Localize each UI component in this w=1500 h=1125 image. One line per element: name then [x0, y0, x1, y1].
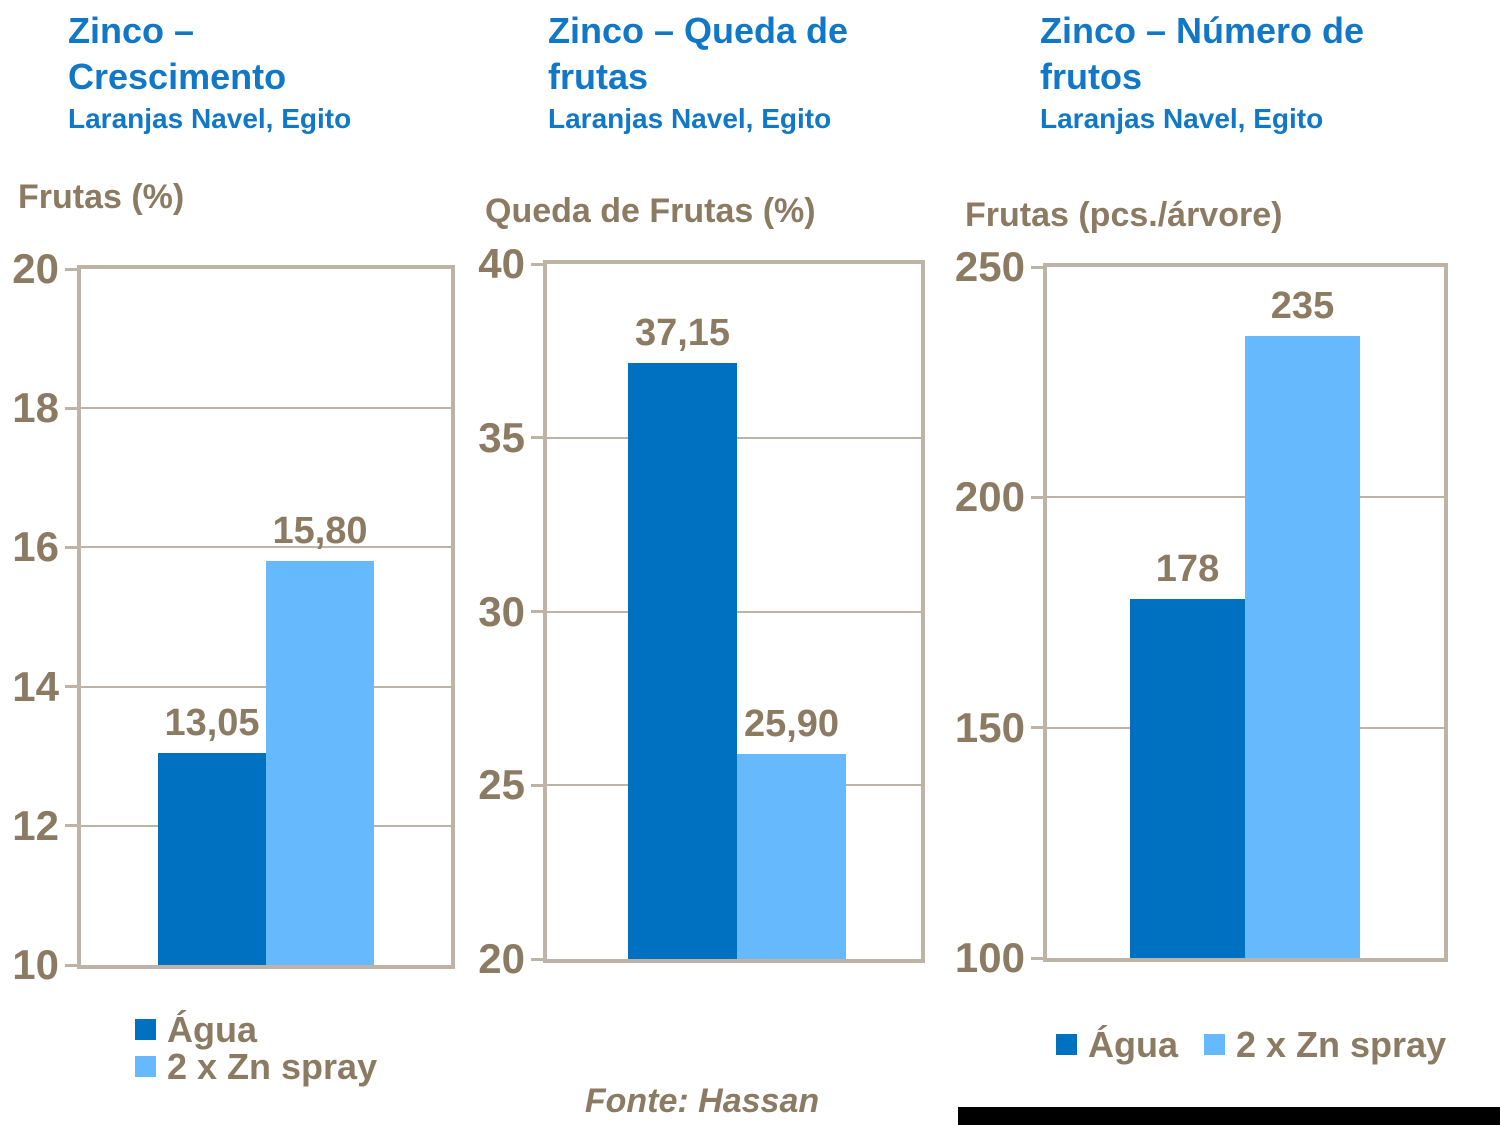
chart-subtitle: Laranjas Navel, Egito [1040, 103, 1324, 134]
y-tick-label: 150 [954, 703, 1025, 751]
plot-area: 20 18 16 14 12 10 13,05 15,80 [12, 248, 455, 986]
legend-label-agua: Água [167, 1009, 257, 1050]
legend-label-zn-spray: 2 x Zn spray [167, 1046, 378, 1087]
y-axis-tick [531, 262, 543, 266]
bar-value-label: 13,05 [164, 701, 260, 744]
gridline [1047, 496, 1444, 499]
legend-label-agua: Água [1088, 1024, 1178, 1065]
y-axis-tick [65, 545, 77, 549]
bar-agua [158, 752, 266, 965]
bar-value-label: 178 [1155, 547, 1220, 590]
y-axis-tick [65, 406, 77, 410]
y-tick-label: 20 [478, 935, 525, 982]
legend: Água 2 x Zn spray [1056, 1026, 1446, 1063]
bar-value-label: 235 [1270, 285, 1335, 328]
y-axis-tick [531, 436, 543, 440]
bar-value-label: 25,90 [743, 702, 840, 745]
y-tick-label: 30 [478, 587, 525, 635]
bar-zn-spray [737, 753, 846, 959]
legend-item-zn-spray: 2 x Zn spray [135, 1048, 377, 1085]
legend-swatch-agua [135, 1019, 156, 1040]
y-axis-tick [65, 267, 77, 271]
bar-zn-spray [1245, 336, 1360, 958]
y-axis-label: Frutas (%) [18, 178, 185, 216]
y-axis-tick [531, 783, 543, 787]
legend-swatch-zn-spray [1204, 1034, 1225, 1055]
y-axis-tick [1031, 265, 1043, 269]
y-axis-tick [65, 685, 77, 689]
y-tick-label: 250 [954, 243, 1025, 290]
gridline [81, 407, 451, 410]
source-note: Fonte: Hassan [584, 1082, 820, 1120]
legend-item-agua: Água [1056, 1026, 1178, 1063]
y-axis-label: Frutas (pcs./árvore) [965, 196, 1283, 234]
legend: Água 2 x Zn spray [135, 1011, 377, 1085]
gridline [81, 685, 451, 688]
gridline [81, 546, 451, 549]
y-tick-label: 12 [12, 801, 59, 849]
legend-swatch-agua [1056, 1034, 1077, 1055]
y-axis-tick [1031, 956, 1043, 960]
y-tick-label: 10 [12, 941, 59, 988]
y-tick-label: 25 [478, 761, 525, 809]
legend-label-zn-spray: 2 x Zn spray [1236, 1024, 1447, 1065]
gridline [1047, 726, 1444, 729]
bar-zn-spray [266, 561, 374, 965]
y-tick-label: 35 [478, 413, 525, 461]
y-tick-label: 14 [12, 662, 59, 710]
gridline [547, 436, 921, 439]
chart-subtitle: Laranjas Navel, Egito [548, 103, 832, 134]
y-tick-label: 20 [12, 245, 59, 292]
y-axis-label: Queda de Frutas (%) [485, 192, 816, 230]
bar-agua [1130, 598, 1245, 958]
chart-subtitle: Laranjas Navel, Egito [68, 103, 352, 134]
chart-title: Zinco – Crescimento [68, 10, 287, 97]
y-tick-label: 16 [12, 523, 59, 571]
legend-item-agua: Água [135, 1011, 377, 1048]
y-tick-label: 100 [954, 934, 1025, 981]
chart-title: Zinco – Queda de frutas [548, 10, 849, 97]
y-tick-label: 40 [478, 240, 525, 287]
y-tick-label: 200 [954, 473, 1025, 521]
chart-title: Zinco – Número de frutos [1040, 10, 1365, 97]
plot-area: 250 200 150 100 178 235 [955, 246, 1448, 979]
y-tick-label: 18 [12, 384, 59, 432]
y-axis-tick [531, 610, 543, 613]
y-axis-tick [531, 957, 543, 961]
y-axis-tick [1031, 495, 1043, 499]
y-axis-tick [65, 824, 77, 828]
plot-area: 40 35 30 25 20 37,15 25,90 [478, 243, 925, 980]
bar-agua [628, 363, 737, 959]
gridline [81, 824, 451, 827]
y-axis-tick [1031, 726, 1043, 730]
bar-value-label: 15,80 [272, 510, 368, 553]
gridline [547, 784, 921, 787]
bar-value-label: 37,15 [634, 312, 731, 355]
legend-item-zn-spray: 2 x Zn spray [1204, 1026, 1446, 1063]
bottom-black-bar [958, 1107, 1500, 1125]
legend-swatch-zn-spray [135, 1056, 156, 1077]
gridline [547, 610, 921, 613]
y-axis-tick [65, 963, 77, 967]
